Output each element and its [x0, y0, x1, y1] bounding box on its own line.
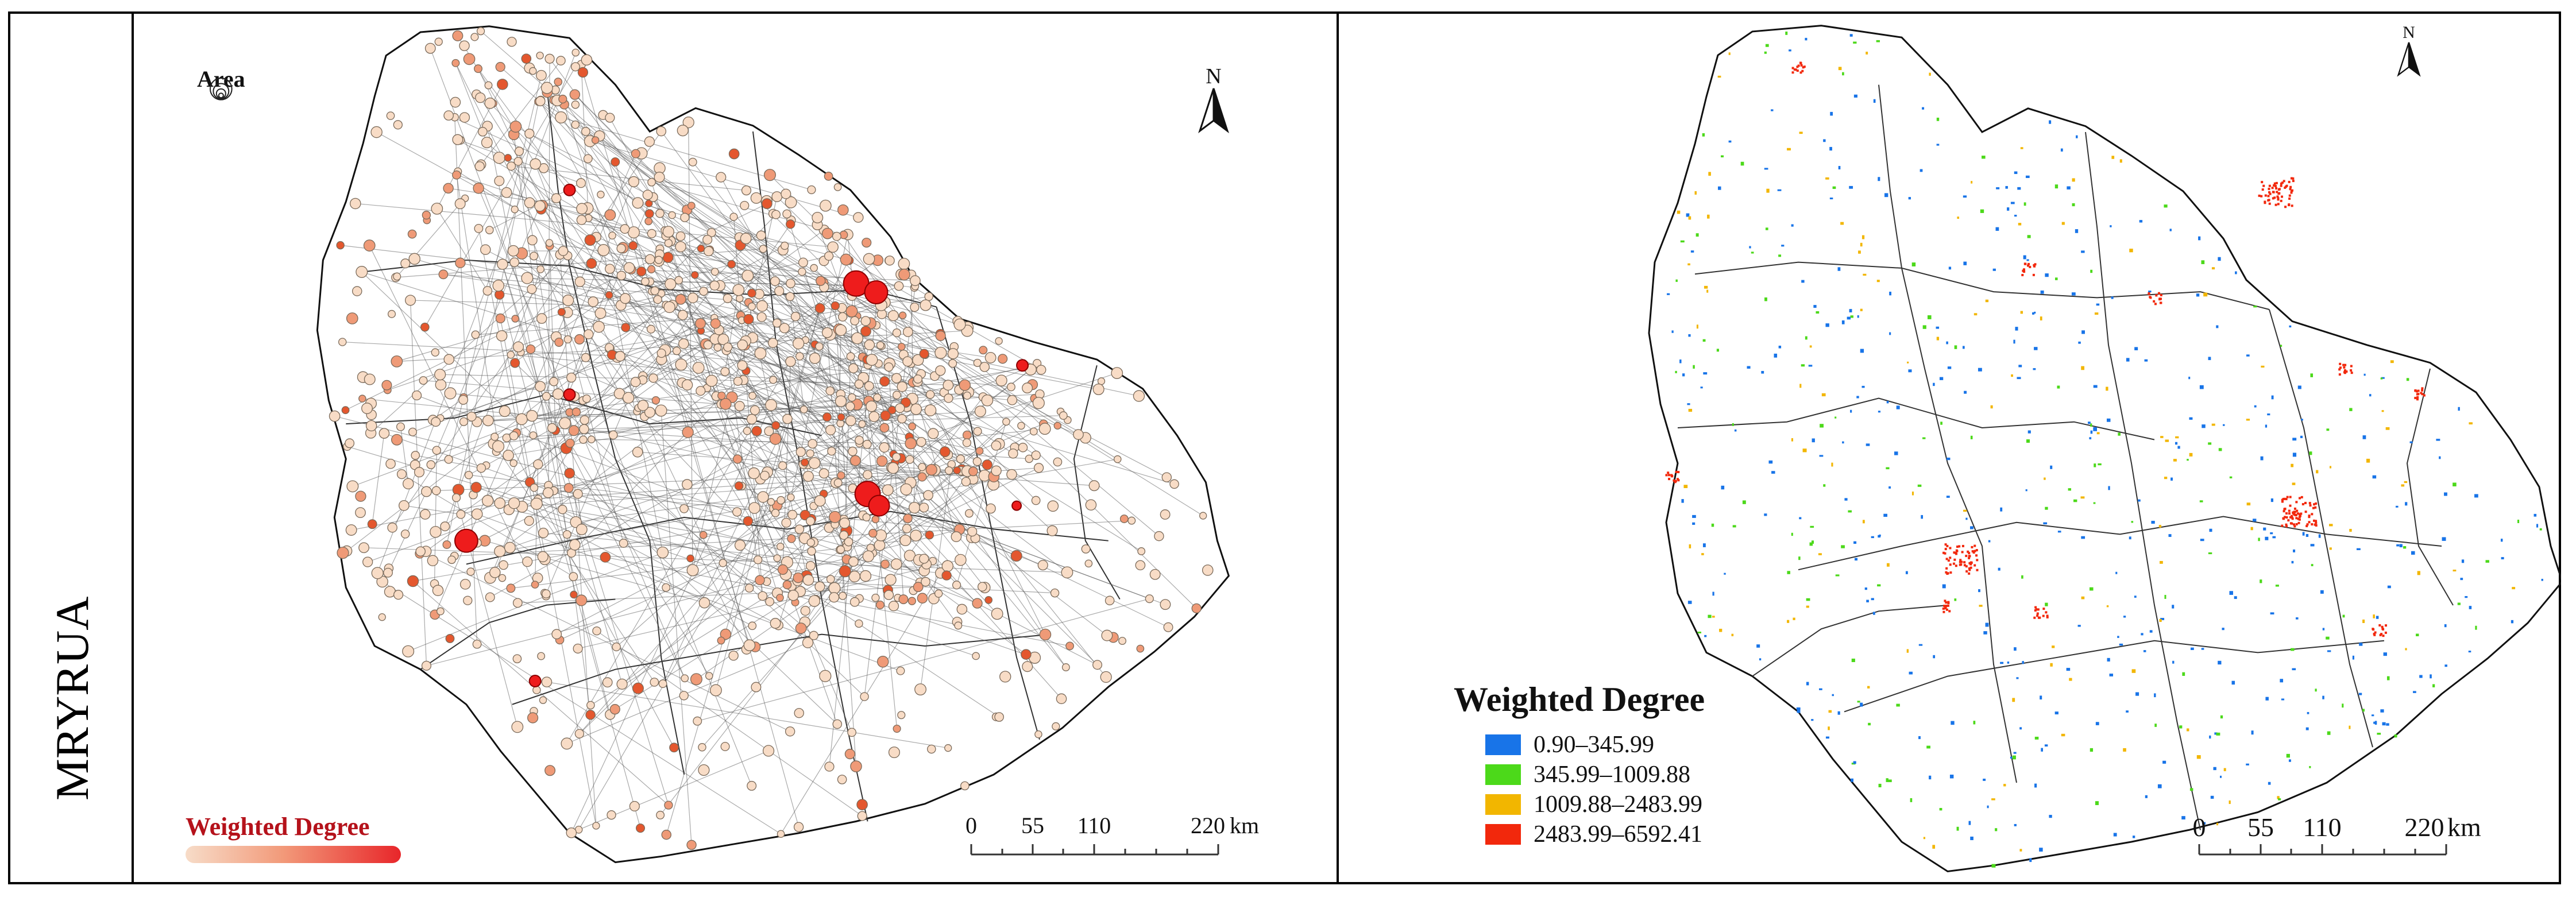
scale-label-110: 110 — [1077, 813, 1111, 838]
north-arrow-icon — [2397, 42, 2421, 77]
legend-swatch — [1485, 764, 1521, 785]
north-label: N — [2403, 23, 2415, 42]
legend-class-label: 345.99–1009.88 — [1534, 761, 1690, 788]
legend-class-2: 345.99–1009.88 — [1485, 760, 1705, 790]
north-arrow: N — [1196, 65, 1231, 136]
legend-class-label: 1009.88–2483.99 — [1534, 791, 1702, 818]
north-arrow-icon — [1198, 88, 1229, 134]
north-label: N — [1206, 64, 1222, 88]
scale-label-220: 220 — [1191, 813, 1225, 838]
legend-class-label: 2483.99–6592.41 — [1534, 821, 1702, 848]
scale-unit: km — [1230, 813, 1260, 838]
legend-class-1: 0.90–345.99 — [1485, 730, 1705, 760]
legend-swatch — [1485, 794, 1521, 815]
scale-label-0: 0 — [2192, 813, 2206, 842]
legend-swatch — [1485, 824, 1521, 845]
north-arrow: N — [2396, 24, 2422, 80]
scale-label-110: 110 — [2303, 813, 2342, 842]
legend-title: Weighted Degree — [1454, 680, 1705, 718]
legend-class-label: 0.90–345.99 — [1534, 732, 1654, 758]
area-legend: Area — [197, 65, 245, 100]
row-label-column: MRYRUA — [10, 14, 134, 882]
scale-ticks — [970, 844, 1219, 856]
scale-bar: 0 55 110 220 km — [2192, 812, 2481, 859]
weighted-degree-legend: Weighted Degree 0.90–345.99 345.99–1009.… — [1454, 680, 1705, 849]
scale-label-220: 220 — [2404, 813, 2444, 842]
legend-class-4: 2483.99–6592.41 — [1485, 819, 1705, 849]
classified-map-panel: N Weighted Degree 0.90–345.99 345.99–100… — [1339, 14, 2561, 882]
area-legend-title: Area — [197, 66, 245, 92]
legend-class-3: 1009.88–2483.99 — [1485, 790, 1705, 819]
network-map-panel: Area N Weighted Degree 0 55 110 — [134, 14, 1339, 882]
weighted-degree-legend: Weighted Degree — [186, 812, 401, 863]
scale-label-0: 0 — [965, 813, 977, 838]
scale-label-55: 55 — [1021, 813, 1044, 838]
scale-label-55: 55 — [2247, 813, 2274, 842]
classified-map — [1648, 25, 2561, 873]
row-label: MRYRUA — [46, 596, 98, 800]
scale-unit: km — [2447, 813, 2481, 842]
network-map — [316, 25, 1230, 864]
nested-circles-icon — [210, 78, 233, 100]
legend-gradient-bar — [186, 846, 401, 863]
figure-frame: MRYRUA Area N Weighted D — [8, 11, 2561, 884]
legend-swatch — [1485, 734, 1521, 755]
scale-bar: 0 55 110 220 km — [965, 812, 1259, 859]
scale-ticks — [2198, 844, 2447, 856]
legend-title: Weighted Degree — [186, 813, 370, 841]
